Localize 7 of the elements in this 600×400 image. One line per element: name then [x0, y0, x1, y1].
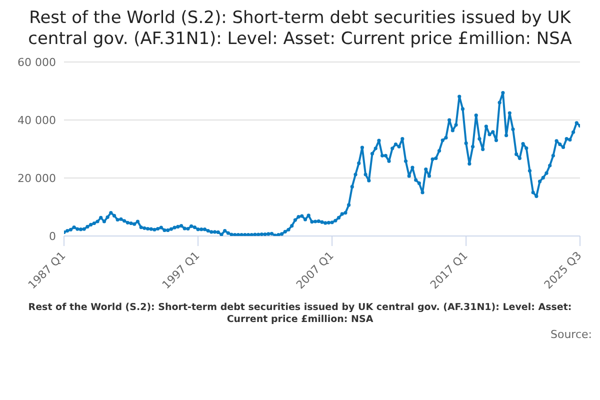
source-note: Source: [550, 328, 592, 341]
chart-title: Rest of the World (S.2): Short-term debt securities issued by UK central gov. (AF.31N1): Level: Asset: Current price £million: NSA [27, 8, 573, 50]
y-tick-label: 0 [49, 230, 56, 243]
y-tick-label: 40 000 [18, 114, 56, 127]
text: Rest of the World (S.2): Short-term debt securities issued by UK central gov. (AF.31N1): Level: Asset: Current price £million: NSA [27, 302, 573, 326]
y-tick-label: 60 000 [18, 56, 56, 69]
y-tick-label: 20 000 [18, 172, 56, 185]
